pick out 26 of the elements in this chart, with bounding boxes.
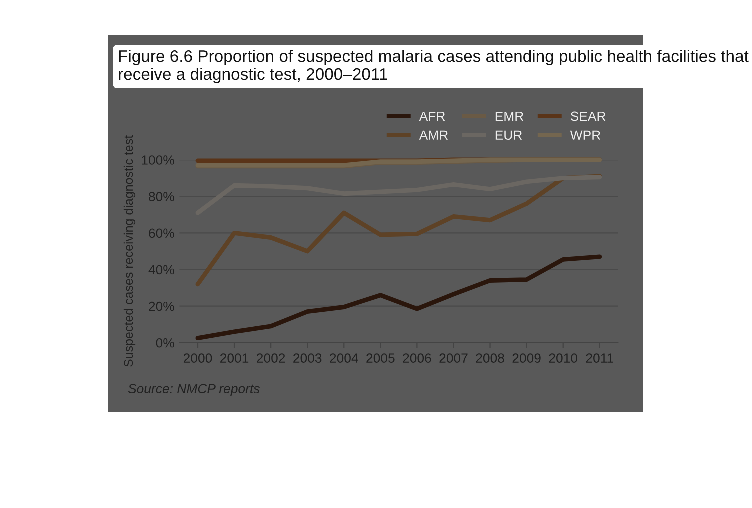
x-tick-label: 2008 bbox=[476, 354, 504, 364]
legend-label: AMR bbox=[419, 130, 448, 140]
legend-label: SEAR bbox=[570, 112, 606, 122]
x-tick-label: 2009 bbox=[512, 354, 541, 364]
y-tick-label: 20% bbox=[149, 302, 174, 312]
x-tick-label: 2003 bbox=[294, 354, 322, 364]
y-tick-label: 0% bbox=[156, 338, 174, 348]
legend-label: AFR bbox=[419, 112, 446, 122]
x-tick-label: 2006 bbox=[403, 354, 432, 364]
x-tick-label: 2002 bbox=[257, 354, 286, 364]
source-note: Source: NMCP reports bbox=[128, 384, 260, 396]
y-tick-label: 60% bbox=[149, 228, 174, 238]
legend-label: EUR bbox=[496, 130, 522, 140]
x-tick-label: 2001 bbox=[220, 354, 249, 364]
x-tick-label: 2005 bbox=[366, 354, 395, 364]
y-tick-label: 100% bbox=[142, 156, 174, 165]
legend-label: EMR bbox=[496, 112, 524, 122]
x-tick-label: 2004 bbox=[330, 354, 358, 364]
y-tick-label: 80% bbox=[149, 192, 174, 202]
legend-label: WPR bbox=[570, 130, 601, 140]
chart-title: Figure 6.6 Proportion of suspected malaria cases attending public health facilities that receive a diagnostic test, 2000–2011 bbox=[119, 50, 749, 84]
x-tick-label: 2011 bbox=[586, 354, 614, 364]
x-tick-label: 2010 bbox=[549, 354, 578, 364]
x-tick-label: 2007 bbox=[440, 354, 468, 364]
x-tick-label: 2000 bbox=[184, 354, 212, 364]
y-tick-label: 40% bbox=[148, 265, 174, 275]
